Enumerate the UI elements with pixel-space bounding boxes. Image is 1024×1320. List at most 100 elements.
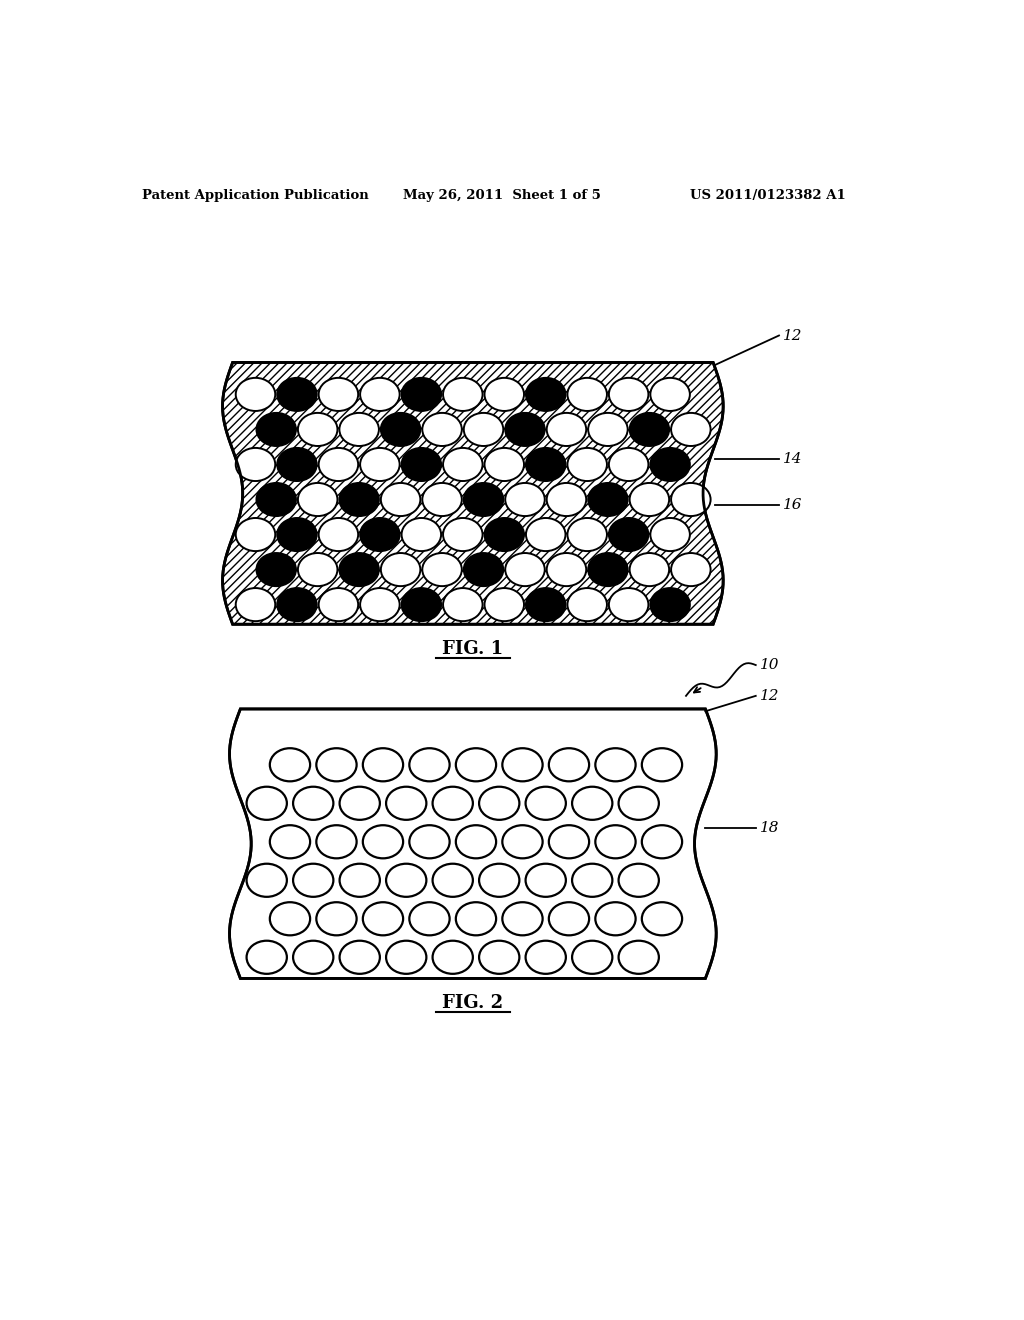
Ellipse shape <box>618 941 658 974</box>
Ellipse shape <box>401 517 441 552</box>
Ellipse shape <box>256 413 296 446</box>
Ellipse shape <box>484 589 524 622</box>
Ellipse shape <box>386 787 426 820</box>
Ellipse shape <box>479 941 519 974</box>
Ellipse shape <box>386 863 426 896</box>
Ellipse shape <box>422 413 462 446</box>
Ellipse shape <box>609 447 648 480</box>
Ellipse shape <box>618 787 658 820</box>
Ellipse shape <box>526 589 565 622</box>
Ellipse shape <box>381 483 421 516</box>
Ellipse shape <box>595 825 636 858</box>
Ellipse shape <box>410 825 450 858</box>
Ellipse shape <box>630 413 669 446</box>
Ellipse shape <box>339 553 379 586</box>
Ellipse shape <box>650 517 690 552</box>
Ellipse shape <box>650 378 690 411</box>
Ellipse shape <box>609 589 648 622</box>
Ellipse shape <box>443 517 482 552</box>
Ellipse shape <box>410 903 450 936</box>
Ellipse shape <box>484 378 524 411</box>
Ellipse shape <box>340 863 380 896</box>
Ellipse shape <box>479 787 519 820</box>
Ellipse shape <box>236 447 275 480</box>
Ellipse shape <box>642 825 682 858</box>
Text: FIG. 1: FIG. 1 <box>442 640 504 657</box>
Ellipse shape <box>362 825 403 858</box>
Ellipse shape <box>318 589 358 622</box>
Ellipse shape <box>401 447 441 480</box>
Ellipse shape <box>340 787 380 820</box>
Ellipse shape <box>432 941 473 974</box>
Ellipse shape <box>549 748 589 781</box>
Ellipse shape <box>298 413 338 446</box>
Ellipse shape <box>567 517 607 552</box>
Ellipse shape <box>318 378 358 411</box>
Ellipse shape <box>572 863 612 896</box>
Ellipse shape <box>339 483 379 516</box>
Ellipse shape <box>401 378 441 411</box>
Ellipse shape <box>547 483 586 516</box>
Text: Patent Application Publication: Patent Application Publication <box>142 189 370 202</box>
Ellipse shape <box>456 903 496 936</box>
Ellipse shape <box>503 825 543 858</box>
Ellipse shape <box>318 517 358 552</box>
Ellipse shape <box>567 447 607 480</box>
Ellipse shape <box>526 447 565 480</box>
Ellipse shape <box>432 863 473 896</box>
Ellipse shape <box>443 378 482 411</box>
Ellipse shape <box>293 863 334 896</box>
Ellipse shape <box>236 589 275 622</box>
Ellipse shape <box>547 553 586 586</box>
Ellipse shape <box>360 447 399 480</box>
Text: 12: 12 <box>783 329 803 342</box>
Text: 18: 18 <box>760 821 779 836</box>
Ellipse shape <box>630 553 669 586</box>
Text: 12: 12 <box>760 689 779 702</box>
Ellipse shape <box>642 903 682 936</box>
Ellipse shape <box>567 378 607 411</box>
Ellipse shape <box>525 941 566 974</box>
Ellipse shape <box>318 447 358 480</box>
Ellipse shape <box>503 748 543 781</box>
Ellipse shape <box>298 483 338 516</box>
Ellipse shape <box>456 825 496 858</box>
Ellipse shape <box>362 748 403 781</box>
Ellipse shape <box>278 517 316 552</box>
Ellipse shape <box>270 748 310 781</box>
Ellipse shape <box>525 863 566 896</box>
Ellipse shape <box>525 787 566 820</box>
Ellipse shape <box>484 517 524 552</box>
Ellipse shape <box>339 413 379 446</box>
Ellipse shape <box>549 903 589 936</box>
Ellipse shape <box>316 748 356 781</box>
Ellipse shape <box>247 941 287 974</box>
Ellipse shape <box>278 447 316 480</box>
Ellipse shape <box>360 589 399 622</box>
Ellipse shape <box>464 553 503 586</box>
Ellipse shape <box>642 748 682 781</box>
Ellipse shape <box>247 863 287 896</box>
Ellipse shape <box>618 863 658 896</box>
Text: 16: 16 <box>783 498 803 512</box>
Text: May 26, 2011  Sheet 1 of 5: May 26, 2011 Sheet 1 of 5 <box>402 189 600 202</box>
Ellipse shape <box>316 825 356 858</box>
Ellipse shape <box>386 941 426 974</box>
Ellipse shape <box>479 863 519 896</box>
Text: FIG. 2: FIG. 2 <box>442 994 504 1012</box>
Polygon shape <box>222 363 723 624</box>
Ellipse shape <box>630 483 669 516</box>
Ellipse shape <box>567 589 607 622</box>
Ellipse shape <box>316 903 356 936</box>
Ellipse shape <box>360 378 399 411</box>
Ellipse shape <box>526 517 565 552</box>
Ellipse shape <box>549 825 589 858</box>
Ellipse shape <box>609 517 648 552</box>
Ellipse shape <box>595 903 636 936</box>
Ellipse shape <box>278 589 316 622</box>
Ellipse shape <box>293 941 334 974</box>
Ellipse shape <box>650 447 690 480</box>
Ellipse shape <box>298 553 338 586</box>
Ellipse shape <box>588 553 628 586</box>
Ellipse shape <box>256 483 296 516</box>
